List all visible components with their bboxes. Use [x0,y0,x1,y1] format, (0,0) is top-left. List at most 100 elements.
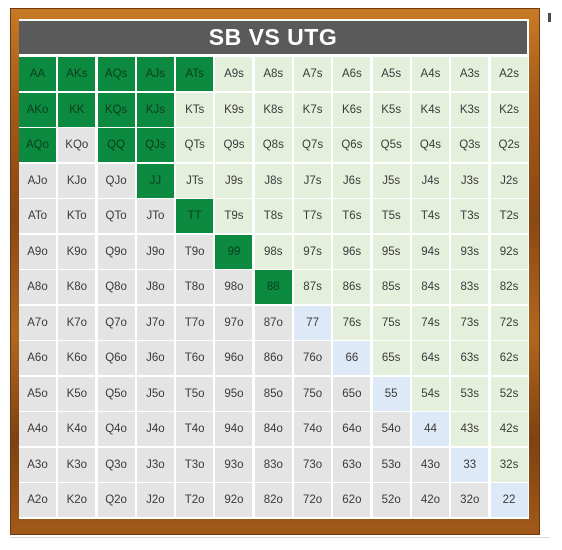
hand-cell: QTs [176,128,214,162]
hand-cell: KJs [136,92,174,127]
hand-cell: Q5o [97,376,135,411]
hand-cell: JTo [136,199,174,233]
hand-cell: QQ [97,128,135,162]
hand-cell: Q3s [451,128,489,162]
hand-cell: A2o [19,483,56,517]
hand-cell: Q4s [411,128,449,162]
hand-cell: Q2s [490,128,528,162]
hand-cell: KQo [58,128,96,162]
hand-cell: J3o [136,447,174,482]
hand-cell: T9s [215,199,253,233]
hand-cell: 96s [333,234,371,269]
hand-cell: A3s [451,57,489,91]
hand-cell: J4s [411,163,449,198]
hand-cell: 54s [411,376,449,411]
hand-cell: KJo [58,163,96,198]
hand-cell: ATs [176,57,214,91]
hand-cell: A4s [411,57,449,91]
hand-cell: K2s [490,92,528,127]
hand-cell: J9o [136,234,174,269]
hand-cell: J7o [136,305,174,340]
hand-cell: A8o [19,270,56,304]
hand-cell: 97o [215,305,253,340]
hand-cell: 65o [333,376,371,411]
hand-cell: K9s [215,92,253,127]
hand-cell: Q9s [215,128,253,162]
hand-cell: 87s [294,270,332,304]
hand-cell: A5s [372,57,410,91]
hand-cell: J4o [136,412,174,446]
hand-cell: K5s [372,92,410,127]
hand-cell: Q7s [294,128,332,162]
hand-cell: 65s [372,341,410,375]
hand-cell: K6s [333,92,371,127]
hand-cell: AKs [58,57,96,91]
hand-cell: T3o [176,447,214,482]
hand-cell: AJo [19,163,56,198]
hand-cell: T5s [372,199,410,233]
hand-cell: K6o [58,341,96,375]
hand-cell: Q6s [333,128,371,162]
hand-cell: JJ [136,163,174,198]
hand-cell: K8s [254,92,292,127]
hand-cell: 92o [215,483,253,517]
hand-cell: T2s [490,199,528,233]
hand-cell: A9o [19,234,56,269]
chart-title: SB VS UTG [19,21,527,54]
hand-cell: 74o [294,412,332,446]
hand-cell: J6o [136,341,174,375]
hand-cell: Q2o [97,483,135,517]
hand-cell: 22 [490,483,528,517]
hand-cell: 66 [333,341,371,375]
hand-cell: 64s [411,341,449,375]
hand-cell: 62o [333,483,371,517]
hand-cell: 83o [254,447,292,482]
hand-cell: A6o [19,341,56,375]
hand-cell: A7s [294,57,332,91]
hand-cell: K7s [294,92,332,127]
hand-cell: A2s [490,57,528,91]
divider [10,537,550,538]
hand-cell: 76o [294,341,332,375]
hand-cell: 93o [215,447,253,482]
hand-cell: 95s [372,234,410,269]
hand-cell: KTo [58,199,96,233]
hand-cell: 52s [490,376,528,411]
hand-cell: 42o [411,483,449,517]
hand-cell: 44 [411,412,449,446]
edge-marker [548,13,551,22]
hand-cell: 72o [294,483,332,517]
hand-cell: A9s [215,57,253,91]
hand-cell: T3s [451,199,489,233]
hand-cell: KK [58,92,96,127]
hand-cell: AQs [97,57,135,91]
hand-cell: 95o [215,376,253,411]
hand-cell: J8o [136,270,174,304]
hand-cell: 83s [451,270,489,304]
hand-cell: AA [19,57,56,91]
hand-cell: Q9o [97,234,135,269]
range-chart-panel: SB VS UTG AA AKs AQs AJs ATs A9s A8s A7s A6s A5s A… [19,19,529,519]
hand-cell: K7o [58,305,96,340]
hand-cell: 86o [254,341,292,375]
hand-cell: 76s [333,305,371,340]
hand-cell: Q3o [97,447,135,482]
hand-cell: A7o [19,305,56,340]
hand-cell: 82o [254,483,292,517]
hand-cell: 75s [372,305,410,340]
hand-cell: KQs [97,92,135,127]
hand-cell: 73s [451,305,489,340]
hand-cell: 53o [372,447,410,482]
hand-cell: T8o [176,270,214,304]
hand-cell: 86s [333,270,371,304]
hand-cell: K3s [451,92,489,127]
hand-cell: J2o [136,483,174,517]
hand-cell: 98s [254,234,292,269]
hand-cell: J5s [372,163,410,198]
hand-cell: 85s [372,270,410,304]
hand-cell: TT [176,199,214,233]
hand-cell: K4o [58,412,96,446]
hand-cell: T2o [176,483,214,517]
hand-cell: 55 [372,376,410,411]
hand-cell: 85o [254,376,292,411]
